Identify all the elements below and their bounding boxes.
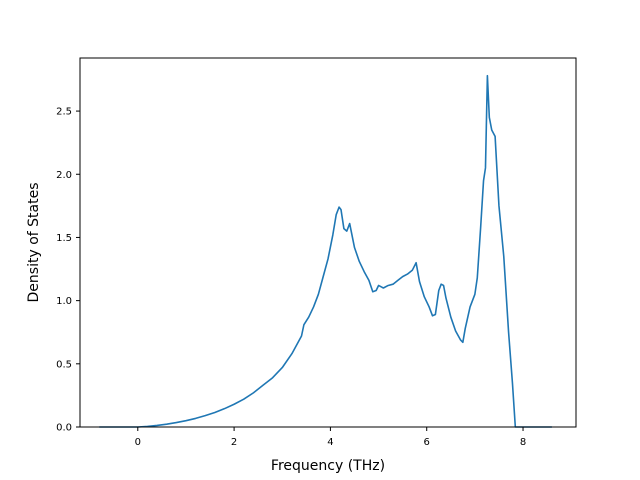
- y-tick-label: 0.5: [56, 359, 72, 370]
- y-axis-label: Density of States: [26, 183, 42, 303]
- x-tick-label: 8: [520, 437, 526, 448]
- y-tick-label: 1.5: [56, 233, 72, 244]
- y-axis-ticks: 0.0 0.5 1.0 1.5 2.0 2.5: [56, 107, 80, 434]
- plot-frame: [79, 57, 577, 428]
- y-tick-label: 2.0: [56, 170, 72, 181]
- dos-series-line-0: [99, 74, 552, 428]
- plot-line-layer: [99, 74, 552, 428]
- y-tick-label: 1.0: [56, 296, 72, 307]
- x-tick-label: 2: [231, 437, 237, 448]
- x-axis-ticks: 0 2 4 6 8: [135, 427, 526, 448]
- y-tick-label: 0.0: [56, 423, 72, 434]
- x-axis-label: Frequency (THz): [271, 458, 385, 474]
- x-tick-label: 6: [424, 437, 430, 448]
- y-tick-label: 2.5: [56, 107, 72, 118]
- x-tick-label: 0: [135, 437, 141, 448]
- x-tick-label: 4: [327, 437, 333, 448]
